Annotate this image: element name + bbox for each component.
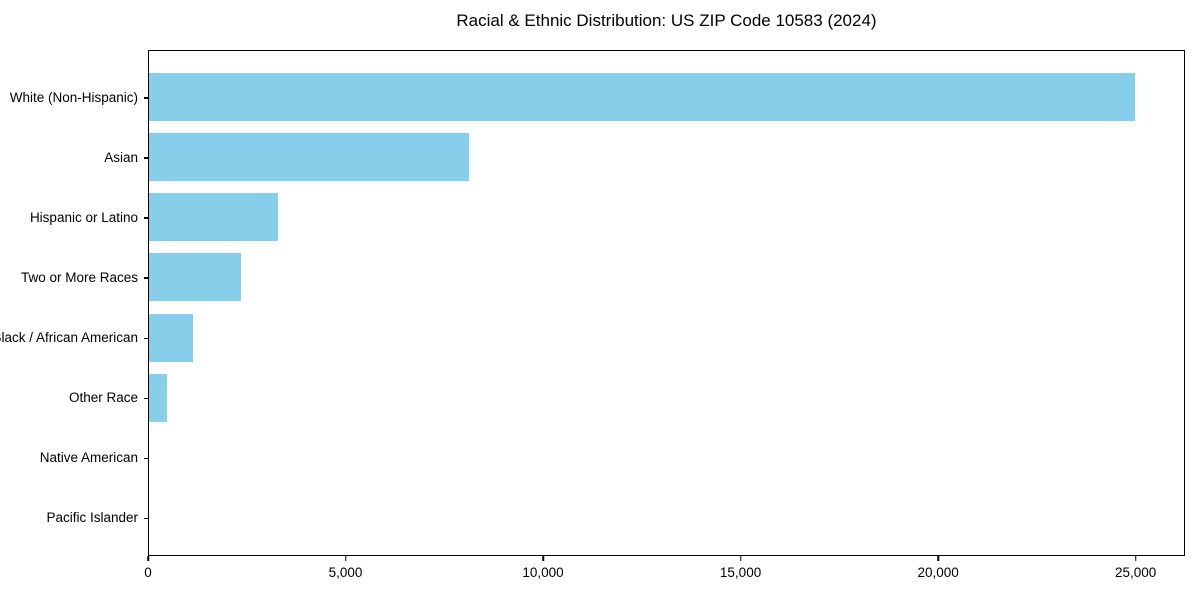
y-tick-mark [144, 397, 148, 400]
y-label-row: Hispanic or Latino [0, 187, 148, 247]
y-tick-mark [144, 277, 148, 279]
x-tick-label: 10,000 [522, 565, 564, 580]
bar-row [149, 127, 1184, 187]
chart-title: Racial & Ethnic Distribution: US ZIP Cod… [456, 11, 877, 30]
x-axis: 0 5,000 10,000 15,000 20,000 25,000 [144, 556, 1185, 596]
y-tick-label: Hispanic or Latino [29, 209, 138, 225]
bar-row [149, 187, 1184, 247]
y-tick-label: White (Non-Hispanic) [9, 89, 138, 105]
y-tick-label: Pacific Islander [46, 510, 138, 526]
bar-white-non-hispanic [149, 73, 1135, 122]
x-tick-mark [1134, 556, 1137, 561]
bars-container [149, 50, 1184, 556]
bar-other-race [149, 373, 167, 422]
bar-asian [149, 133, 469, 182]
y-label-row: Two or More Races [0, 247, 148, 307]
y-label-row: Native American [0, 428, 148, 488]
bar-row [149, 308, 1184, 368]
y-tick-label: Two or More Races [20, 269, 138, 285]
bar-two-or-more-races [149, 253, 241, 302]
bar-black-african-american [149, 313, 193, 362]
y-tick-label: Native American [39, 450, 138, 466]
y-tick-mark [144, 337, 148, 340]
y-label-row: White (Non-Hispanic) [0, 67, 148, 127]
y-label-row: Asian [0, 127, 148, 187]
y-tick-mark [144, 217, 148, 219]
x-tick-label: 0 [144, 565, 152, 580]
bar-row [149, 247, 1184, 307]
y-tick-label: Other Race [68, 390, 138, 406]
x-tick-label: 15,000 [719, 565, 762, 580]
y-tick-label: Asian [104, 149, 138, 165]
x-tick-mark [739, 556, 742, 561]
x-tick-label: 20,000 [917, 565, 959, 580]
bar-row [149, 368, 1184, 428]
y-tick-mark [144, 157, 148, 159]
x-tick-label: 5,000 [328, 565, 363, 580]
y-tick-label: Black / African American [0, 330, 138, 346]
x-tick-label: 25,000 [1114, 565, 1157, 580]
bar-hispanic-or-latino [149, 193, 278, 242]
x-tick-mark [542, 556, 544, 561]
x-tick-mark [937, 556, 939, 561]
y-tick-mark [144, 457, 148, 460]
y-tick-mark [144, 97, 148, 99]
x-tick-mark [344, 556, 347, 561]
bar-row [149, 488, 1184, 548]
y-label-row: Black / African American [0, 308, 148, 368]
bar-row [149, 67, 1184, 127]
y-label-row: Other Race [0, 368, 148, 428]
y-label-row: Pacific Islander [0, 488, 148, 548]
bar-row [149, 428, 1184, 488]
y-axis-labels: White (Non-Hispanic) Asian Hispanic or Lat… [0, 50, 148, 556]
y-tick-mark [144, 517, 148, 520]
x-tick-mark [147, 556, 149, 561]
